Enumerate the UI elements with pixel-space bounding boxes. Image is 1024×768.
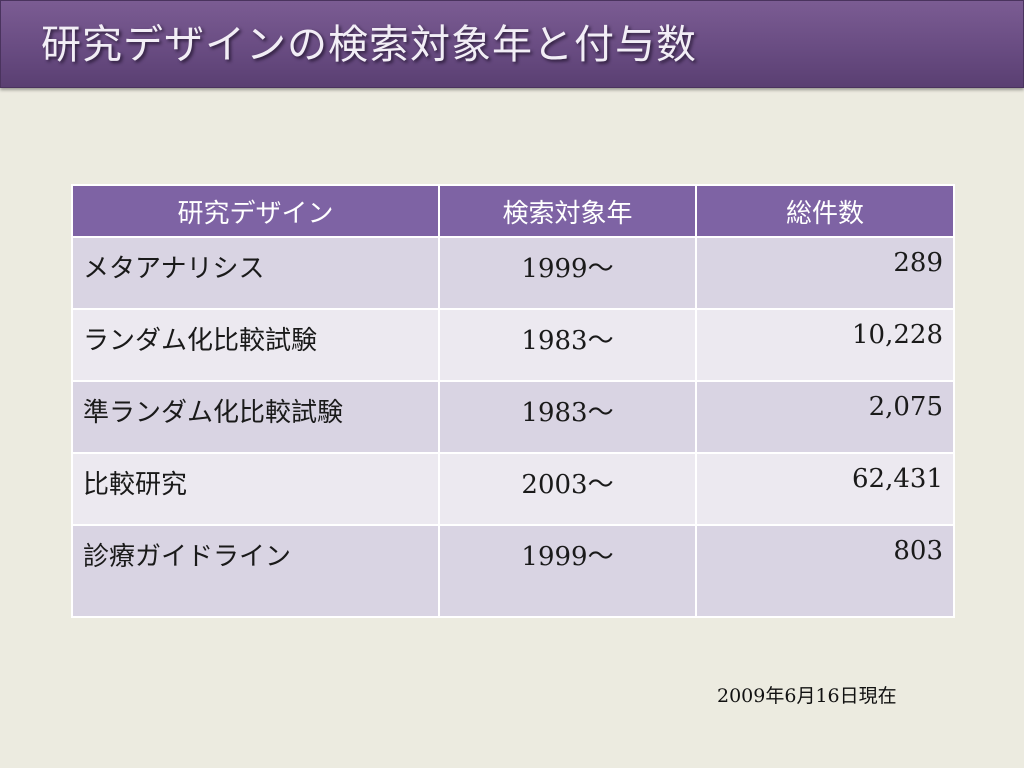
year-cell: 1999〜 xyxy=(438,236,697,310)
design-cell: 比較研究 xyxy=(71,452,440,526)
design-cell: 準ランダム化比較試験 xyxy=(71,380,440,454)
count-cell: 2,075 xyxy=(695,380,955,454)
slide-title-bar: 研究デザインの検索対象年と付与数 xyxy=(0,0,1024,88)
slide-title: 研究デザインの検索対象年と付与数 xyxy=(41,22,697,68)
table-row: 準ランダム化比較試験 1983〜 2,075 xyxy=(71,380,955,454)
table-header-row: 研究デザイン 検索対象年 総件数 xyxy=(71,184,955,238)
design-cell: メタアナリシス xyxy=(71,236,440,310)
table-row: メタアナリシス 1999〜 289 xyxy=(71,236,955,310)
design-cell: ランダム化比較試験 xyxy=(71,308,440,382)
count-cell: 10,228 xyxy=(695,308,955,382)
header-search-year: 検索対象年 xyxy=(438,184,697,238)
year-cell: 1983〜 xyxy=(438,308,697,382)
count-cell: 289 xyxy=(695,236,955,310)
count-cell: 62,431 xyxy=(695,452,955,526)
year-cell: 1983〜 xyxy=(438,380,697,454)
research-design-table: 研究デザイン 検索対象年 総件数 メタアナリシス 1999〜 289 ランダム化… xyxy=(71,184,955,618)
count-cell: 803 xyxy=(695,524,955,618)
table-row: 診療ガイドライン 1999〜 803 xyxy=(71,524,955,618)
year-cell: 2003〜 xyxy=(438,452,697,526)
as-of-date: 2009年6月16日現在 xyxy=(717,685,897,707)
table-row: 比較研究 2003〜 62,431 xyxy=(71,452,955,526)
table-row: ランダム化比較試験 1983〜 10,228 xyxy=(71,308,955,382)
design-cell: 診療ガイドライン xyxy=(71,524,440,618)
header-total-count: 総件数 xyxy=(695,184,955,238)
header-research-design: 研究デザイン xyxy=(71,184,440,238)
year-cell: 1999〜 xyxy=(438,524,697,618)
